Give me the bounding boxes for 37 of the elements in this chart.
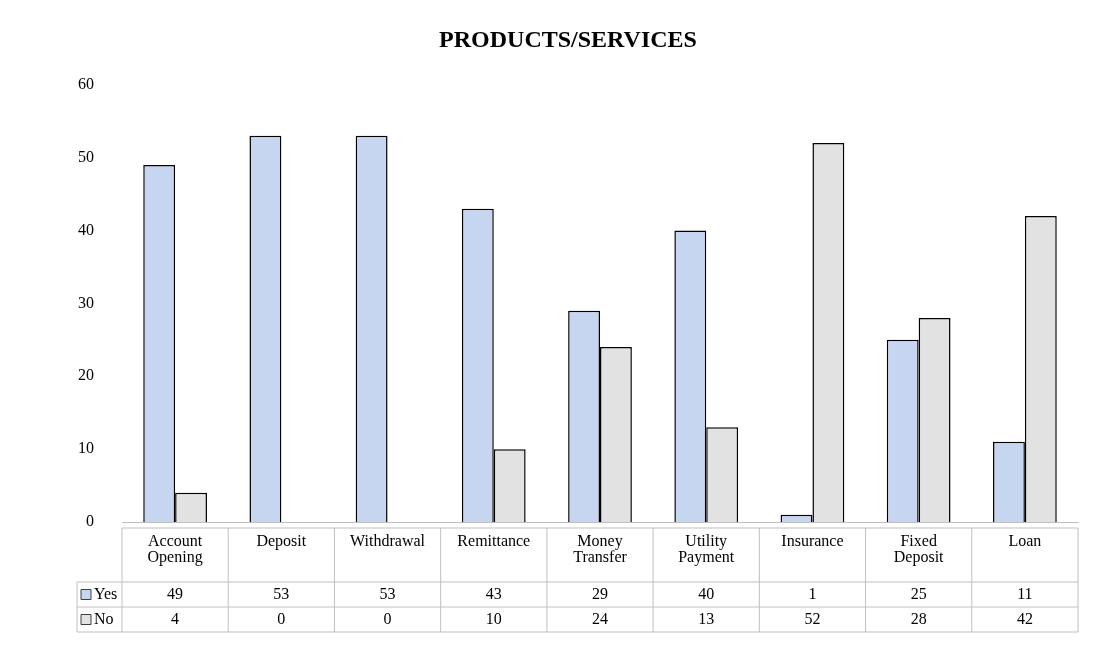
x-tick-label: Insurance xyxy=(781,532,844,550)
x-tick-label: Utility Payment xyxy=(678,532,735,567)
data-label: 24 xyxy=(592,609,608,627)
data-label: 29 xyxy=(592,584,608,602)
data-label: 49 xyxy=(167,584,184,602)
x-tick-label: Money Transfer xyxy=(573,532,628,566)
x-tick-label: Account Opening xyxy=(147,532,203,567)
y-tick-label: 10 xyxy=(78,439,94,457)
data-label: 53 xyxy=(273,584,290,602)
y-tick-label: 30 xyxy=(78,293,94,311)
x-tick-label: Remittance xyxy=(457,532,531,550)
data-label: 13 xyxy=(698,609,715,627)
y-tick-label: 0 xyxy=(86,512,94,530)
chart-title: PRODUCTS/SERVICES xyxy=(439,25,697,52)
x-tick-label: Deposit xyxy=(256,532,307,551)
data-label: 52 xyxy=(804,609,821,627)
data-label: 0 xyxy=(277,609,286,627)
y-tick-label: 50 xyxy=(78,147,94,165)
legend-label: Yes xyxy=(94,584,118,602)
x-tick-label: Loan xyxy=(1008,532,1042,550)
x-tick-label: Withdrawal xyxy=(350,532,426,550)
y-tick-label: 40 xyxy=(78,220,94,238)
data-label: 1 xyxy=(808,584,817,602)
y-tick-label: 60 xyxy=(78,75,94,92)
data-label: 43 xyxy=(485,584,502,602)
data-label: 25 xyxy=(910,584,927,602)
data-label: 10 xyxy=(485,609,502,627)
y-tick-label: 20 xyxy=(78,366,94,384)
data-label: 42 xyxy=(1016,609,1033,627)
data-label: 28 xyxy=(910,609,927,627)
legend-label: No xyxy=(94,609,114,627)
data-label: 40 xyxy=(698,584,715,602)
data-label: 53 xyxy=(379,584,396,602)
data-label: 0 xyxy=(383,609,392,627)
x-tick-label: Fixed Deposit xyxy=(893,532,945,567)
data-label: 4 xyxy=(171,609,180,627)
data-label: 11 xyxy=(1017,584,1033,602)
